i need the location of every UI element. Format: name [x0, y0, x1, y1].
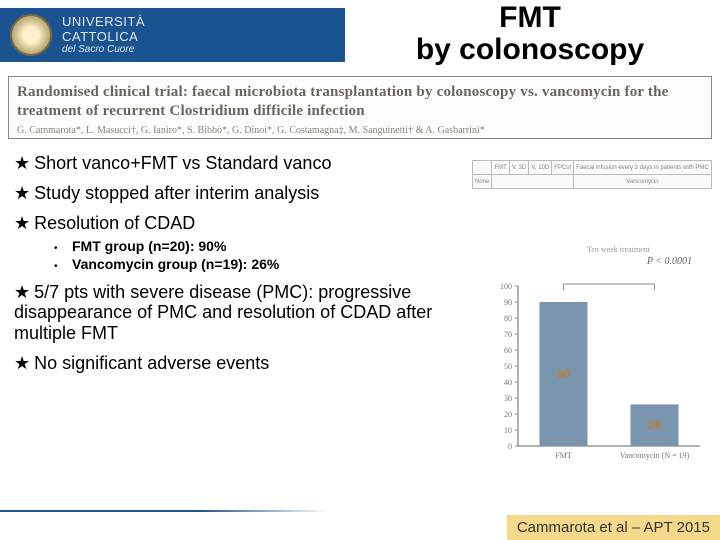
flow-cell: Vancomycin: [574, 175, 712, 189]
bullet-4: ★5/7 pts with severe disease (PMC): prog…: [14, 282, 444, 342]
table-row: FMT V, 3D V, 10D FPCol Faecal infusion e…: [473, 161, 712, 175]
svg-text:100: 100: [500, 282, 512, 291]
flow-cell: V, 10D: [529, 161, 552, 175]
svg-text:60: 60: [504, 346, 512, 355]
sub-bullet-1: •FMT group (n=20): 90%: [54, 239, 444, 255]
university-text: UNIVERSITÀ CATTOLICA del Sacro Cuore: [62, 15, 145, 55]
svg-text:70: 70: [504, 330, 512, 339]
svg-text:90: 90: [504, 298, 512, 307]
svg-text:0: 0: [508, 442, 512, 451]
svg-text:90: 90: [557, 367, 571, 381]
flow-table: FMT V, 3D V, 10D FPCol Faecal infusion e…: [472, 160, 712, 189]
star-icon: ★: [14, 353, 30, 373]
flow-cell: [492, 175, 574, 189]
citation-badge: Cammarota et al – APT 2015: [507, 515, 720, 540]
svg-text:FMT: FMT: [555, 451, 572, 460]
svg-text:20: 20: [504, 410, 512, 419]
table-row: None Vancomycin: [473, 175, 712, 189]
p-value-label: P < 0.0001: [647, 256, 692, 267]
svg-text:Vancomycin (N = 19): Vancomycin (N = 19): [620, 451, 690, 460]
flow-cell: [473, 161, 492, 175]
flow-cell: None: [473, 175, 492, 189]
sub-bullet-2: •Vancomycin group (n=19): 26%: [54, 257, 444, 273]
star-icon: ★: [14, 153, 30, 173]
paper-citation-box: Randomised clinical trial: faecal microb…: [8, 76, 712, 139]
svg-text:40: 40: [504, 378, 512, 387]
slide-title: FMT by colonoscopy: [345, 2, 715, 65]
bullet-3: ★Resolution of CDAD •FMT group (n=20): 9…: [14, 213, 444, 273]
bullet-5: ★No significant adverse events: [14, 353, 444, 373]
header-region: UNIVERSITÀ CATTOLICA del Sacro Cuore FMT…: [0, 0, 720, 70]
svg-text:80: 80: [504, 314, 512, 323]
bullet-2: ★Study stopped after interim analysis: [14, 183, 444, 203]
title-line-1: FMT: [345, 2, 715, 34]
study-flow-diagram: FMT V, 3D V, 10D FPCol Faecal infusion e…: [472, 160, 712, 232]
bullet-dot-icon: •: [54, 243, 62, 254]
bullet-list: ★Short vanco+FMT vs Standard vanco ★Stud…: [14, 153, 444, 373]
university-seal-icon: [10, 14, 52, 56]
title-line-2: by colonoscopy: [345, 34, 715, 66]
paper-authors: G. Cammarota*, L. Masucci†, G. Ianiro*, …: [17, 125, 703, 136]
svg-text:10: 10: [504, 426, 512, 435]
svg-text:30: 30: [504, 394, 512, 403]
flow-cell: V, 3D: [509, 161, 529, 175]
footer-divider: [0, 510, 330, 512]
star-icon: ★: [14, 282, 30, 302]
university-sub2: del Sacro Cuore: [62, 44, 145, 55]
sub-bullet-list: •FMT group (n=20): 90% •Vancomycin group…: [54, 239, 444, 272]
svg-text:26: 26: [648, 418, 662, 432]
university-sub1: CATTOLICA: [62, 30, 145, 44]
flow-cell: FPCol: [552, 161, 574, 175]
star-icon: ★: [14, 183, 30, 203]
svg-text:50: 50: [504, 362, 512, 371]
flow-cell: Faecal infusion every 3 days in patients…: [574, 161, 712, 175]
chart-top-label: Ten week treatment: [587, 245, 650, 254]
paper-title: Randomised clinical trial: faecal microb…: [17, 83, 703, 121]
bar-chart-svg: 0 10 20 30 40 50 60 70 80 90 100 90 FMT 26 Vancomycin …: [490, 276, 706, 472]
flow-cell: FMT: [492, 161, 509, 175]
bullet-1: ★Short vanco+FMT vs Standard vanco: [14, 153, 444, 173]
university-name: UNIVERSITÀ: [62, 15, 145, 29]
star-icon: ★: [14, 213, 30, 233]
bar-chart: 0 10 20 30 40 50 60 70 80 90 100 90 FMT 26 Vancomycin …: [490, 276, 706, 472]
university-banner: UNIVERSITÀ CATTOLICA del Sacro Cuore: [0, 8, 345, 62]
bullet-dot-icon: •: [54, 261, 62, 272]
